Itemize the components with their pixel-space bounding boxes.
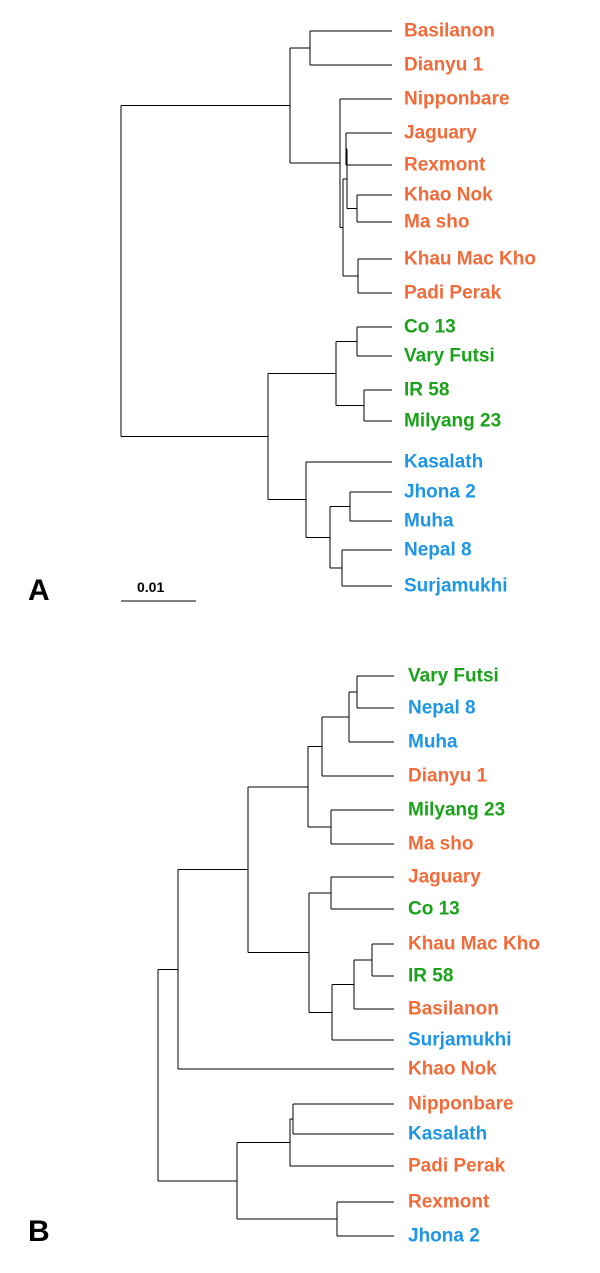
- leaf-label: Padi Perak: [404, 283, 502, 304]
- leaf-label: Basilanon: [404, 21, 495, 42]
- tree-a-branches: [120, 30, 392, 587]
- leaf-label: Rexmont: [408, 1192, 490, 1213]
- leaf-label: Jaguary: [408, 867, 481, 888]
- tree-panel-b: Vary Futsi Nepal 8 Muha Dianyu 1 Milyang 23 M…: [28, 666, 540, 1249]
- leaf-label: Surjamukhi: [408, 1030, 511, 1051]
- leaf-label: Jhona 2: [408, 1226, 480, 1247]
- leaf-label: Ma sho: [408, 834, 473, 855]
- leaf-label: Milyang 23: [404, 411, 501, 432]
- leaf-label: Nipponbare: [408, 1094, 514, 1115]
- leaf-label: Nepal 8: [408, 698, 476, 719]
- leaf-label: Jaguary: [404, 123, 477, 144]
- leaf-label: IR 58: [404, 380, 449, 401]
- leaf-label: Co 13: [408, 899, 460, 920]
- panel-label-b: B: [28, 1215, 50, 1248]
- leaf-label: Khau Mac Kho: [408, 934, 540, 955]
- scale-bar-label: 0.01: [137, 579, 164, 595]
- leaf-label: Khau Mac Kho: [404, 249, 536, 270]
- leaf-label: Milyang 23: [408, 800, 505, 821]
- leaf-label: Vary Futsi: [404, 346, 495, 367]
- tree-b-leaf-labels: Vary Futsi Nepal 8 Muha Dianyu 1 Milyang 23 M…: [408, 666, 540, 1247]
- leaf-label: Khao Nok: [408, 1059, 497, 1080]
- leaf-label: Co 13: [404, 317, 456, 338]
- leaf-label: Basilanon: [408, 999, 499, 1020]
- leaf-label: Dianyu 1: [404, 55, 484, 76]
- leaf-label: Vary Futsi: [408, 666, 499, 687]
- panel-label-a: A: [28, 574, 50, 607]
- leaf-label: Muha: [404, 511, 454, 532]
- leaf-label: Surjamukhi: [404, 576, 507, 597]
- leaf-label: Jhona 2: [404, 482, 476, 503]
- leaf-label: Rexmont: [404, 155, 486, 176]
- leaf-label: Padi Perak: [408, 1156, 506, 1177]
- leaf-label: IR 58: [408, 966, 453, 987]
- leaf-label: Nipponbare: [404, 89, 510, 110]
- leaf-label: Kasalath: [408, 1124, 487, 1145]
- tree-panel-a: Basilanon Dianyu 1 Nipponbare Jaguary Rexmon…: [28, 21, 536, 608]
- tree-b-branches: [157, 675, 394, 1237]
- leaf-label: Nepal 8: [404, 540, 472, 561]
- leaf-label: Khao Nok: [404, 185, 493, 206]
- leaf-label: Kasalath: [404, 452, 483, 473]
- leaf-label: Muha: [408, 732, 458, 753]
- leaf-label: Dianyu 1: [408, 766, 488, 787]
- tree-a-leaf-labels: Basilanon Dianyu 1 Nipponbare Jaguary Rexmon…: [404, 21, 536, 597]
- leaf-label: Ma sho: [404, 212, 469, 233]
